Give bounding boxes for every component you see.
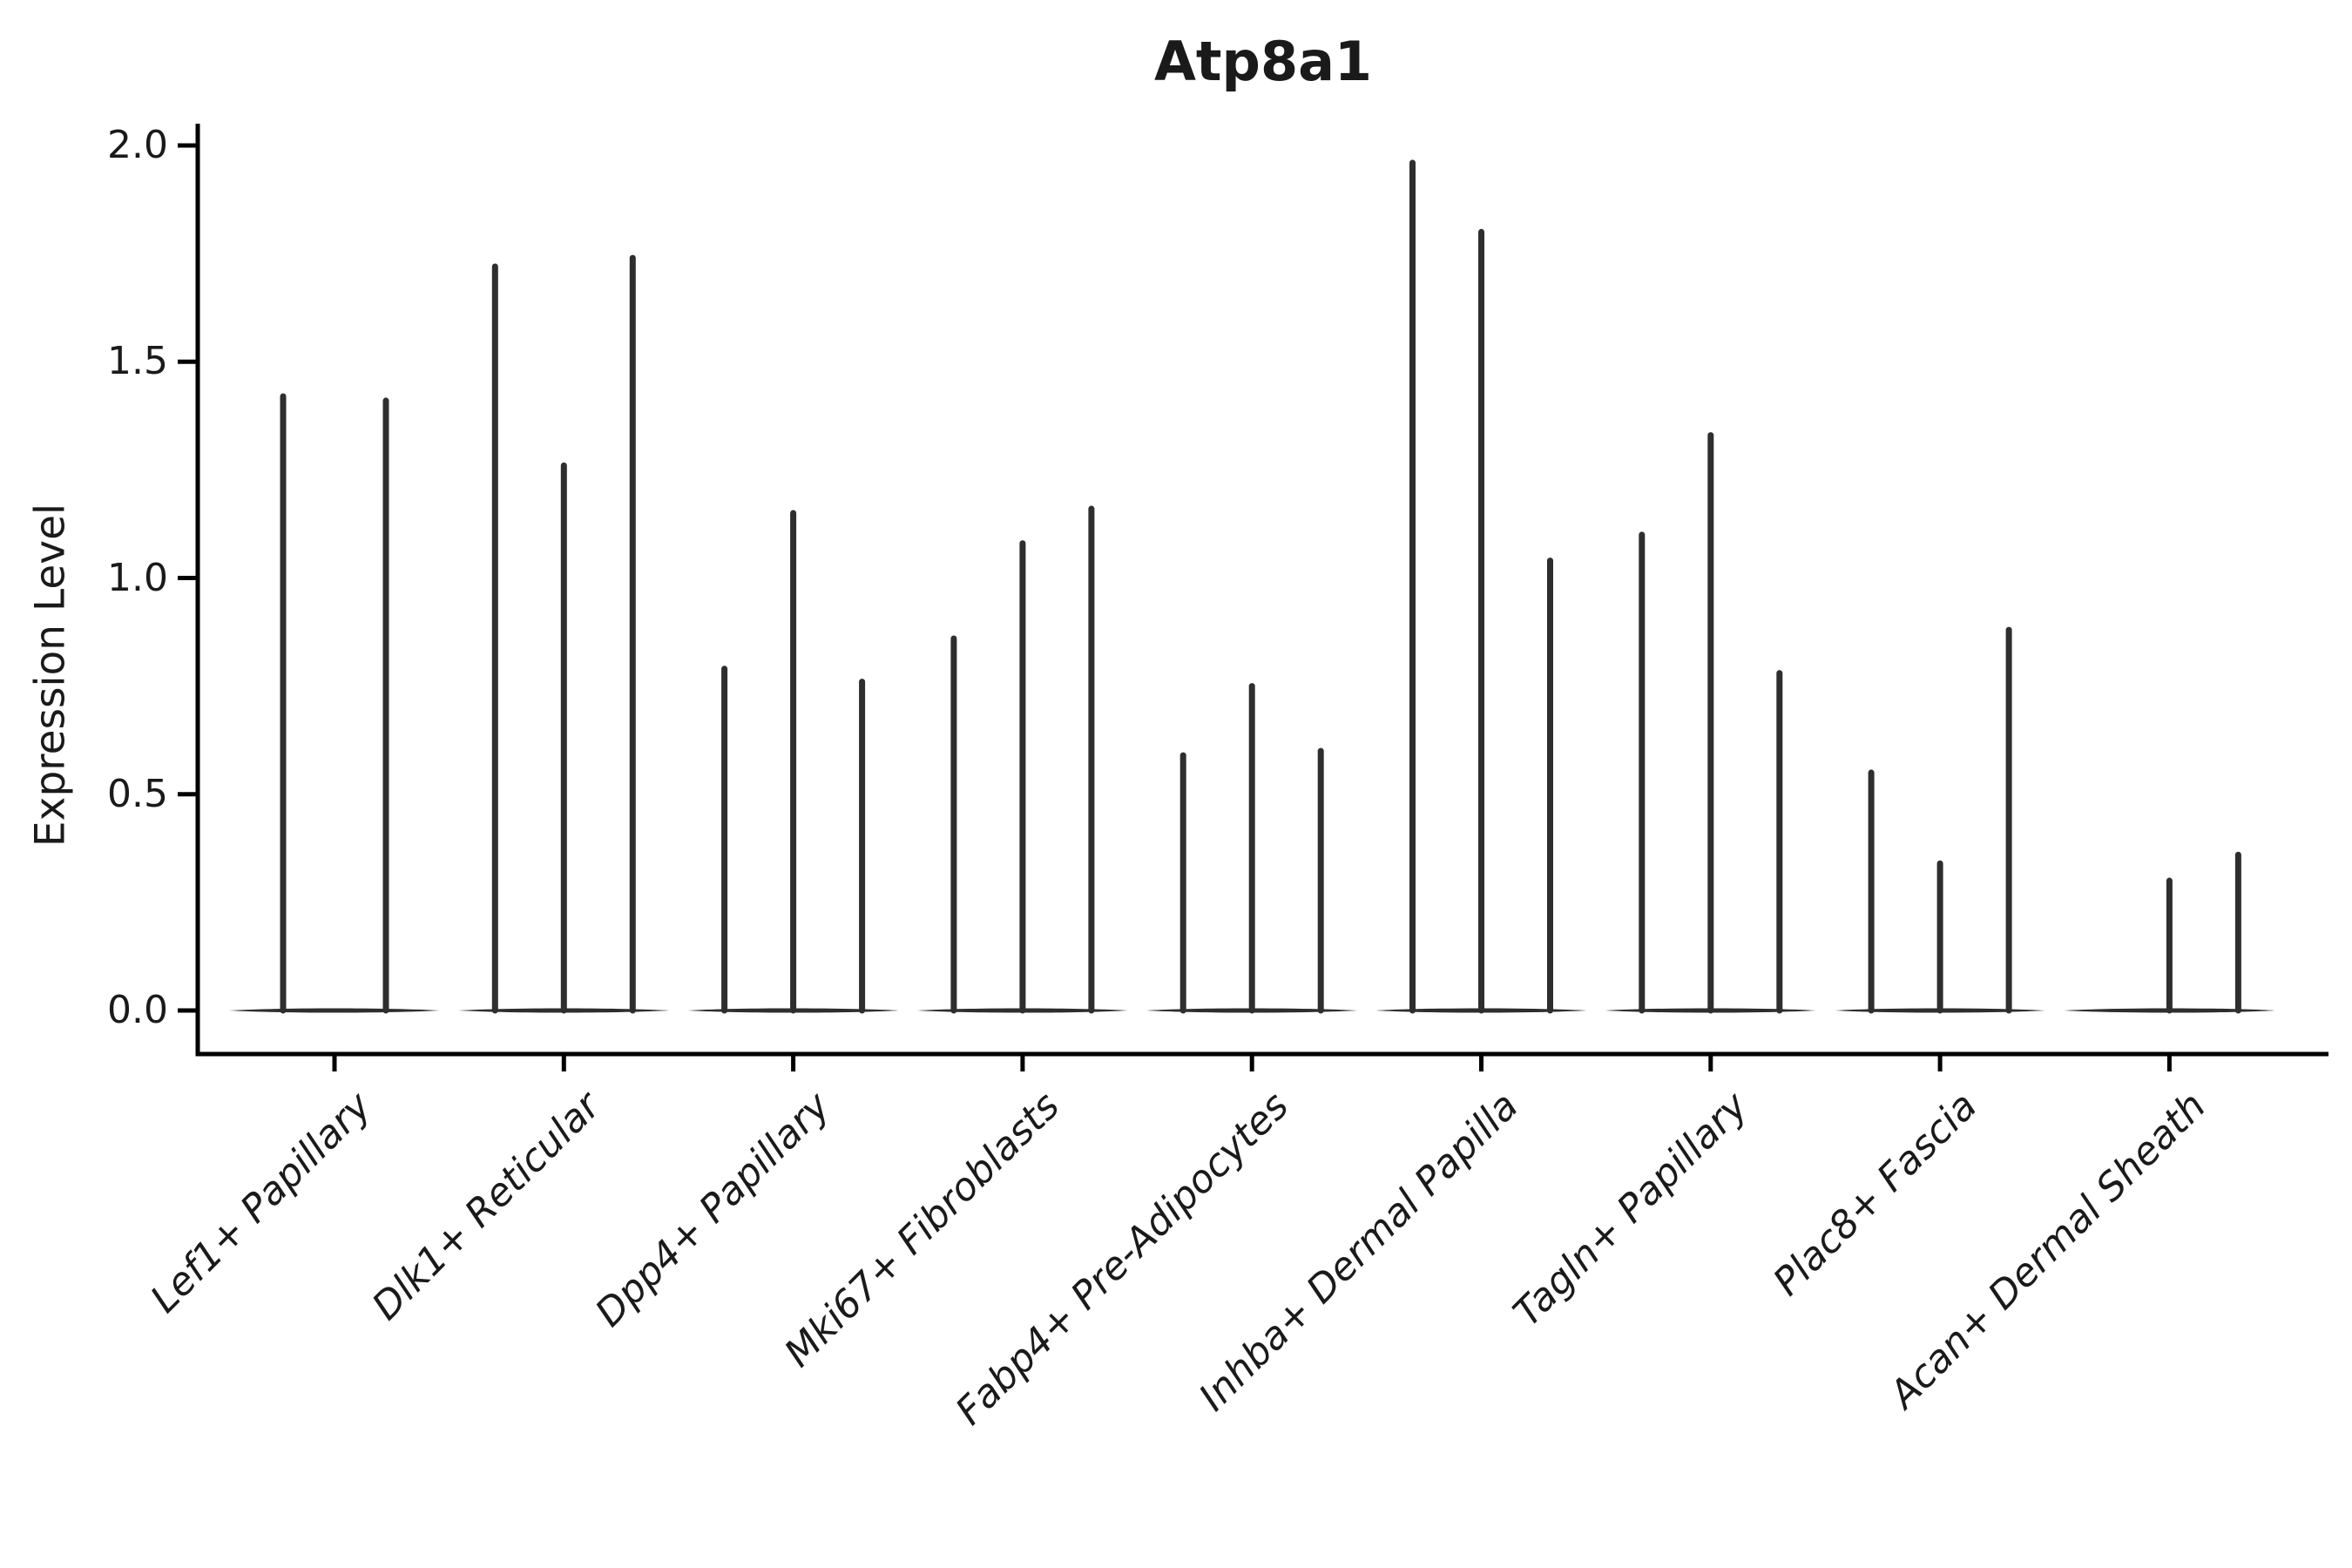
violin-baseline (229, 1008, 440, 1013)
y-tick-label: 0.5 (107, 771, 168, 816)
chart-title: Atp8a1 (1153, 30, 1373, 93)
y-tick-label: 1.0 (107, 555, 168, 600)
y-tick-label: 0.0 (107, 988, 168, 1032)
y-tick-label: 1.5 (107, 339, 168, 384)
y-tick-label: 2.0 (107, 123, 168, 167)
